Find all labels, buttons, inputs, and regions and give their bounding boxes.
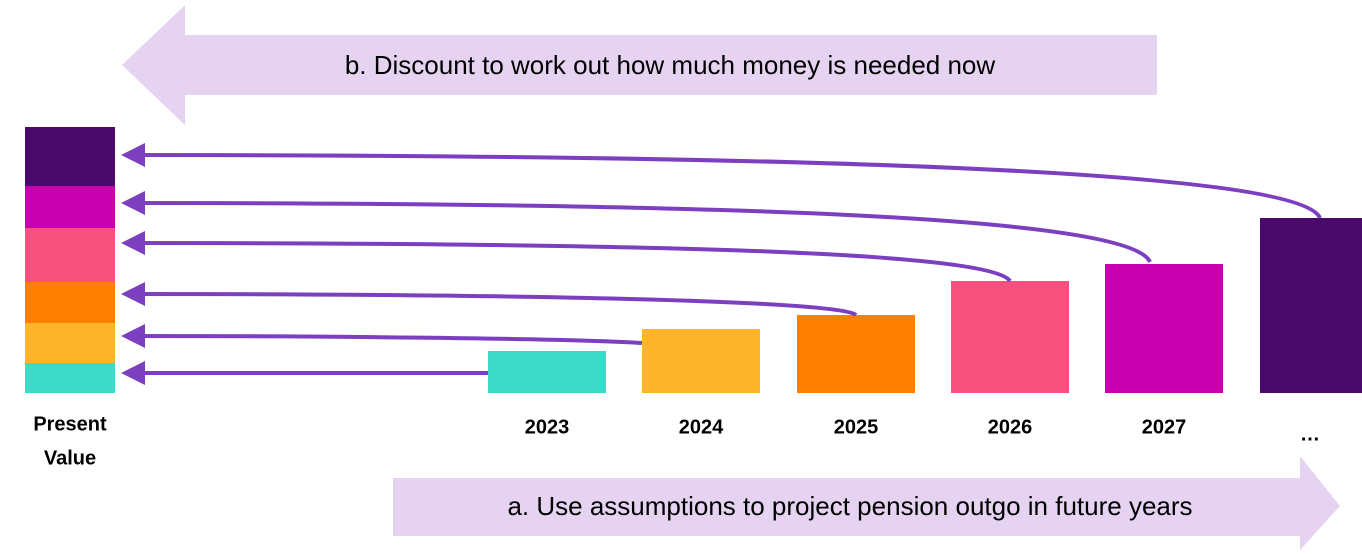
present-label: Present	[33, 413, 107, 435]
project-label: a. Use assumptions to project pension ou…	[507, 491, 1192, 521]
year-label: 2024	[679, 416, 724, 438]
present-label: Value	[44, 447, 96, 469]
year-label: 2023	[525, 416, 570, 438]
year-label: 2026	[988, 416, 1033, 438]
year-label: 2025	[834, 416, 879, 438]
discount-links	[121, 143, 1322, 385]
year-bars	[488, 218, 1362, 393]
year-label: 2027	[1142, 416, 1187, 438]
discount-label: b. Discount to work out how much money i…	[345, 50, 996, 80]
present-value-stack	[25, 127, 115, 393]
project-arrow	[393, 456, 1340, 550]
year-label: …	[1300, 423, 1320, 445]
discount-arrow	[122, 5, 1157, 125]
